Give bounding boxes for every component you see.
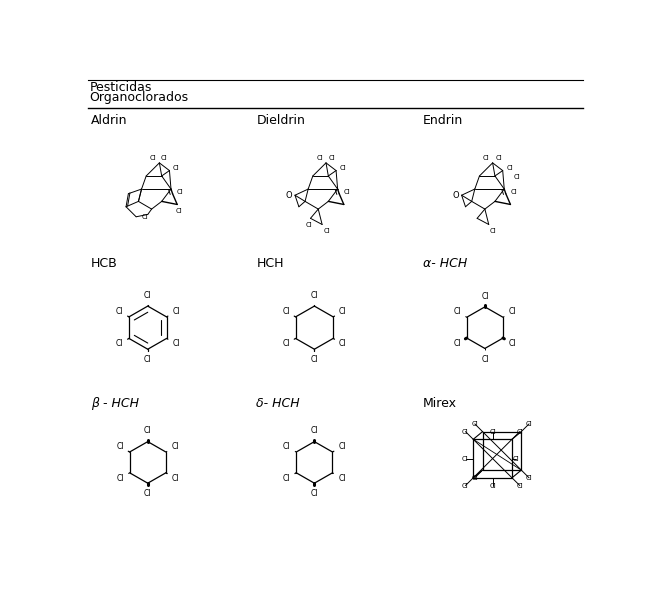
Text: Cl: Cl [173,166,180,171]
Text: Cl: Cl [506,166,513,171]
Text: HCH: HCH [256,257,284,270]
Text: Cl: Cl [282,340,290,348]
Text: Cl: Cl [462,482,469,489]
Text: Cl: Cl [526,475,533,481]
Text: Cl: Cl [324,229,330,234]
Text: Cl: Cl [282,307,290,316]
Text: Cl: Cl [172,307,179,316]
Text: Cl: Cl [339,307,346,316]
Text: Cl: Cl [489,428,496,435]
Text: Cl: Cl [514,173,520,180]
Text: Cl: Cl [310,356,318,365]
Text: Aldrin: Aldrin [91,115,128,128]
Text: Cl: Cl [117,474,124,482]
Text: Cl: Cl [316,155,323,161]
Text: O: O [452,191,458,200]
Text: β - HCH: β - HCH [91,397,139,410]
Text: Cl: Cl [489,482,496,489]
Text: Cl: Cl [116,307,123,316]
Text: Cl: Cl [172,340,179,348]
Text: Cl: Cl [462,428,469,435]
Text: Cl: Cl [117,442,124,451]
Text: Cl: Cl [338,442,346,451]
Text: Cl: Cl [310,291,318,300]
Text: Cl: Cl [310,489,318,498]
Text: Endrin: Endrin [423,115,463,128]
Text: Cl: Cl [150,155,157,161]
Text: Cl: Cl [509,307,516,316]
Text: Cl: Cl [481,355,489,364]
Text: Cl: Cl [344,189,350,195]
Text: Cl: Cl [338,474,346,482]
Text: Cl: Cl [144,489,151,498]
Text: Cl: Cl [454,339,461,348]
Text: Dieldrin: Dieldrin [256,115,305,128]
Text: Cl: Cl [283,474,291,482]
Text: Cl: Cl [306,223,312,228]
Text: Cl: Cl [144,291,151,300]
Text: Cl: Cl [177,189,183,195]
Text: Cl: Cl [144,426,151,435]
Text: Cl: Cl [329,155,335,161]
Text: Cl: Cl [340,166,346,171]
Text: Cl: Cl [172,474,179,482]
Text: Cl: Cl [510,189,517,195]
Text: Cl: Cl [512,455,519,462]
Text: Pesticidas: Pesticidas [90,82,152,94]
Text: Cl: Cl [462,455,469,462]
Text: δ- HCH: δ- HCH [256,397,300,410]
Text: α- HCH: α- HCH [423,257,467,270]
Text: Cl: Cl [516,482,523,489]
Text: Cl: Cl [339,340,346,348]
Text: Cl: Cl [116,340,123,348]
Text: Cl: Cl [144,356,151,365]
Text: Cl: Cl [495,155,502,161]
Text: Cl: Cl [172,442,179,451]
Text: Cl: Cl [310,426,318,435]
Text: Cl: Cl [509,339,516,348]
Text: HCB: HCB [91,257,118,270]
Text: Cl: Cl [516,428,523,435]
Text: Cl: Cl [483,155,490,161]
Text: Cl: Cl [526,421,533,427]
Text: Cl: Cl [176,208,182,215]
Text: Cl: Cl [283,442,291,451]
Text: Cl: Cl [472,421,478,427]
Text: Cl: Cl [160,155,168,161]
Text: Cl: Cl [472,475,478,481]
Text: Cl: Cl [481,292,489,300]
Text: Cl: Cl [490,229,496,234]
Text: Mirex: Mirex [423,397,457,410]
Text: Cl: Cl [142,214,149,220]
Text: Cl: Cl [454,307,461,316]
Text: O: O [286,191,292,200]
Text: Organoclorados: Organoclorados [90,91,189,104]
